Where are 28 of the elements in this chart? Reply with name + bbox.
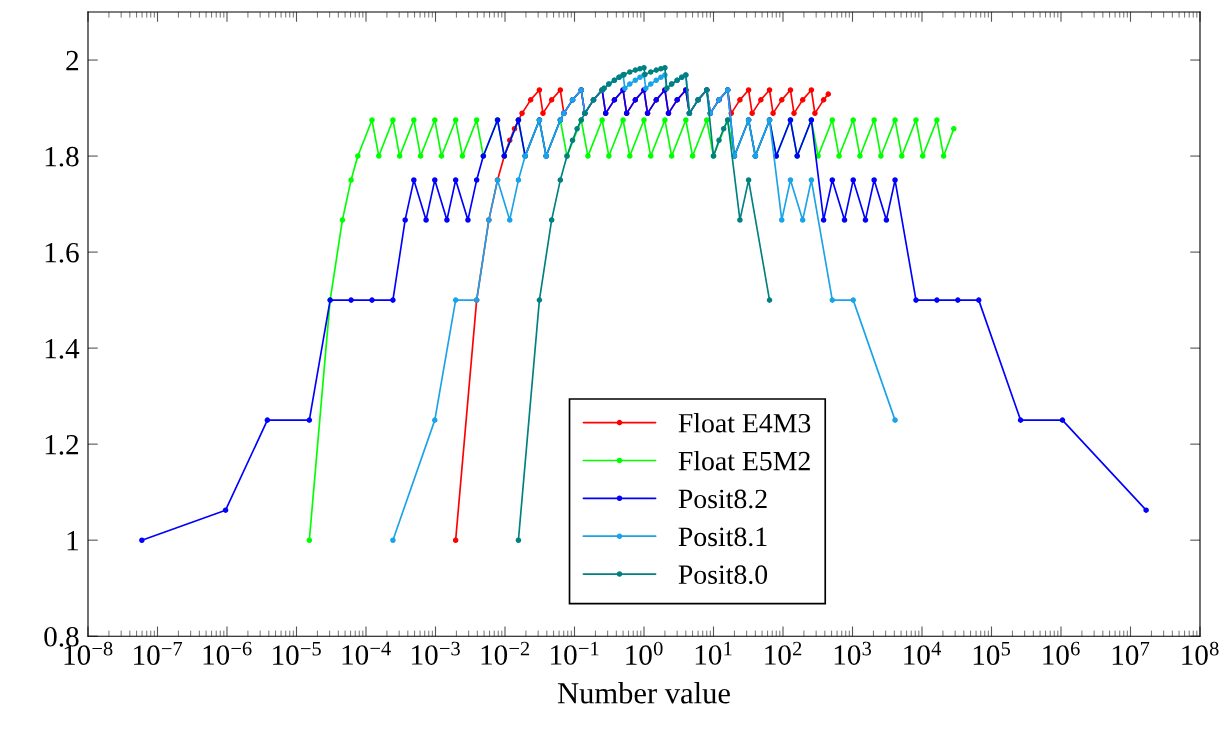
x-tick-label: 10$^{0}$ [626,641,663,665]
x-tick-label: 10$^{−5}$ [273,642,321,666]
legend-label: Float E4M3 [678,413,811,433]
x-tick-label: 10$^{6}$ [1043,641,1080,665]
x-tick-label: 10$^{8}$ [1182,641,1219,665]
x-tick-label: 10$^{−3}$ [412,641,460,665]
y-tick-label: 2 [66,50,79,71]
legend-label: Posit8.2 [678,489,767,509]
x-tick-label: 10$^{7}$ [1112,642,1150,666]
y-tick-label: 1.6 [45,242,79,263]
y-tick-label: 1.4 [45,338,80,359]
x-tick-label: 10$^{2}$ [765,641,802,665]
x-axis-title: Number value [557,682,730,704]
y-tick-label: 1 [67,531,78,551]
legend-label: Posit8.1 [678,527,767,547]
y-tick-label: 1.8 [45,146,79,167]
x-tick-label: 10$^{1}$ [695,641,732,665]
x-tick-label: 10$^{3}$ [834,641,872,665]
legend-label: Float E5M2 [678,450,810,471]
x-tick-label: 10$^{−4}$ [342,641,391,665]
x-tick-label: 10$^{−6}$ [203,641,252,665]
legend-label: Posit8.0 [678,565,768,585]
x-tick-label: 10$^{−1}$ [551,641,599,665]
y-tick-label: 1.2 [45,434,79,455]
x-tick-label: 10$^{5}$ [973,642,1011,666]
x-tick-label: 10$^{−7}$ [134,642,183,666]
x-tick-label: 10$^{4}$ [904,641,942,665]
x-tick-label: 10$^{−2}$ [481,641,530,665]
